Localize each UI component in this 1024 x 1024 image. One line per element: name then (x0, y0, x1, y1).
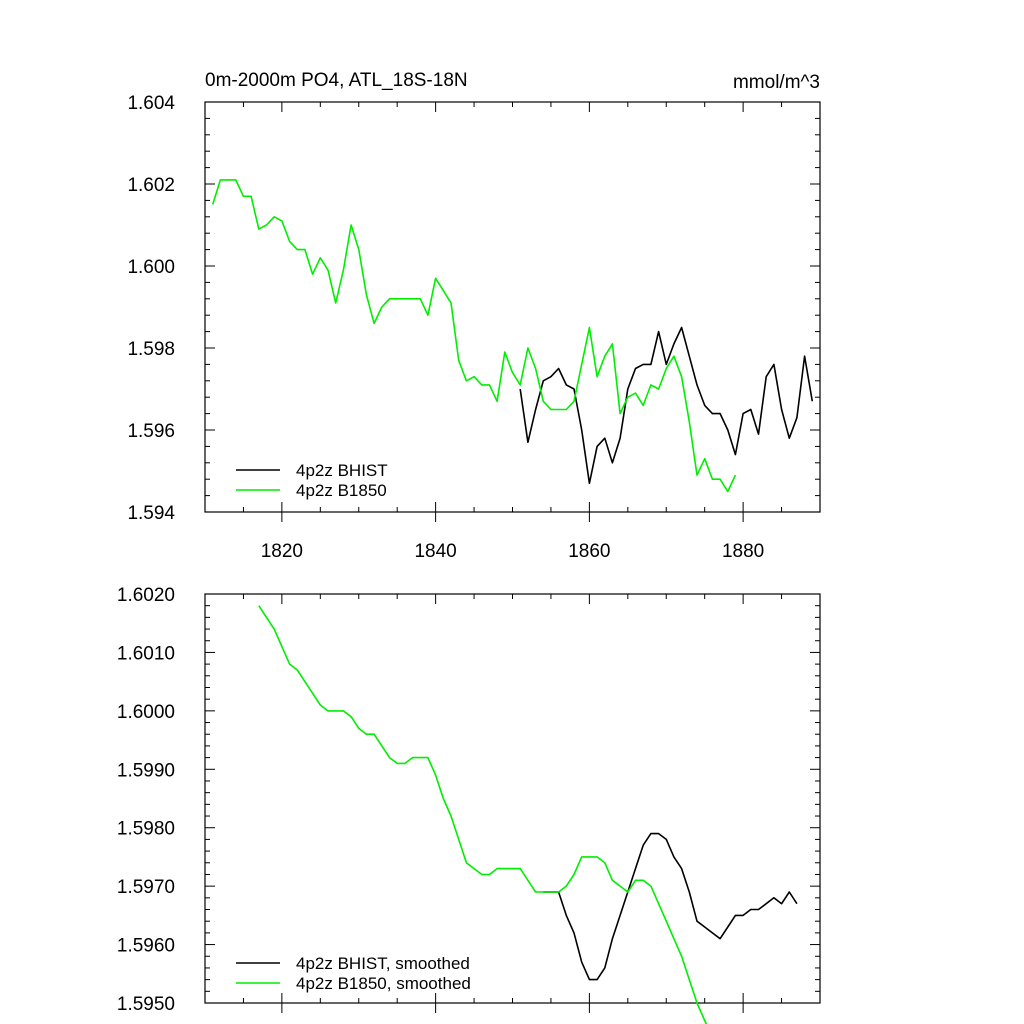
chart-1-y-tick-label: 1.5950 (117, 994, 175, 1015)
chart-0-y-tick-label: 1.604 (127, 93, 175, 114)
chart-1-plot-frame (204, 593, 821, 1004)
chart-0-series-1-line (211, 179, 737, 493)
chart-0-legend-label-0: 4p2z BHIST (296, 461, 388, 480)
chart-0-x-tick-label: 1820 (261, 541, 303, 562)
chart-1-legend-label-1: 4p2z B1850, smoothed (296, 974, 471, 993)
chart-0-y-tick-label: 1.598 (127, 339, 175, 360)
chart-0-x-tick-label: 1880 (722, 541, 764, 562)
chart-0-y-tick-label: 1.600 (127, 257, 175, 278)
chart-1-y-tick-label: 1.5960 (117, 936, 175, 957)
chart-1-y-tick-label: 1.6000 (117, 702, 175, 723)
chart-1-y-tick-label: 1.5970 (117, 877, 175, 898)
top-chart-panel: 1820 1840 1860 1880 1.594 1.596 1.598 1.600 1.60… (127, 70, 821, 562)
bottom-chart-panel: 1.5950 1.5960 1.5970 1.5980 1.5990 1.6000 1.60… (117, 585, 821, 1024)
chart-1-y-tick-label: 1.5990 (117, 760, 175, 781)
chart-1-legend-label-0: 4p2z BHIST, smoothed (296, 954, 470, 973)
chart-0-x-tick-label: 1860 (568, 541, 610, 562)
chart-0-units: mmol/m^3 (733, 72, 820, 93)
chart-1-y-tick-label: 1.6010 (117, 643, 175, 664)
chart-0-x-tick-label: 1840 (414, 541, 456, 562)
chart-0-title: 0m-2000m PO4, ATL_18S-18N (205, 70, 468, 91)
chart-0-y-tick-label: 1.602 (127, 175, 175, 196)
chart-0-legend-label-1: 4p2z B1850 (296, 481, 387, 500)
chart-0-plot-frame (204, 101, 821, 513)
chart-0-series-0-line (519, 326, 814, 485)
chart-0-y-tick-label: 1.596 (127, 421, 175, 442)
chart-1-y-tick-label: 1.5980 (117, 819, 175, 840)
chart-0-y-tick-label: 1.594 (127, 503, 175, 524)
chart-1-series-0-line (543, 832, 798, 981)
chart-1-y-tick-label: 1.6020 (117, 585, 175, 606)
chart-1-series-1-line (258, 605, 708, 1024)
